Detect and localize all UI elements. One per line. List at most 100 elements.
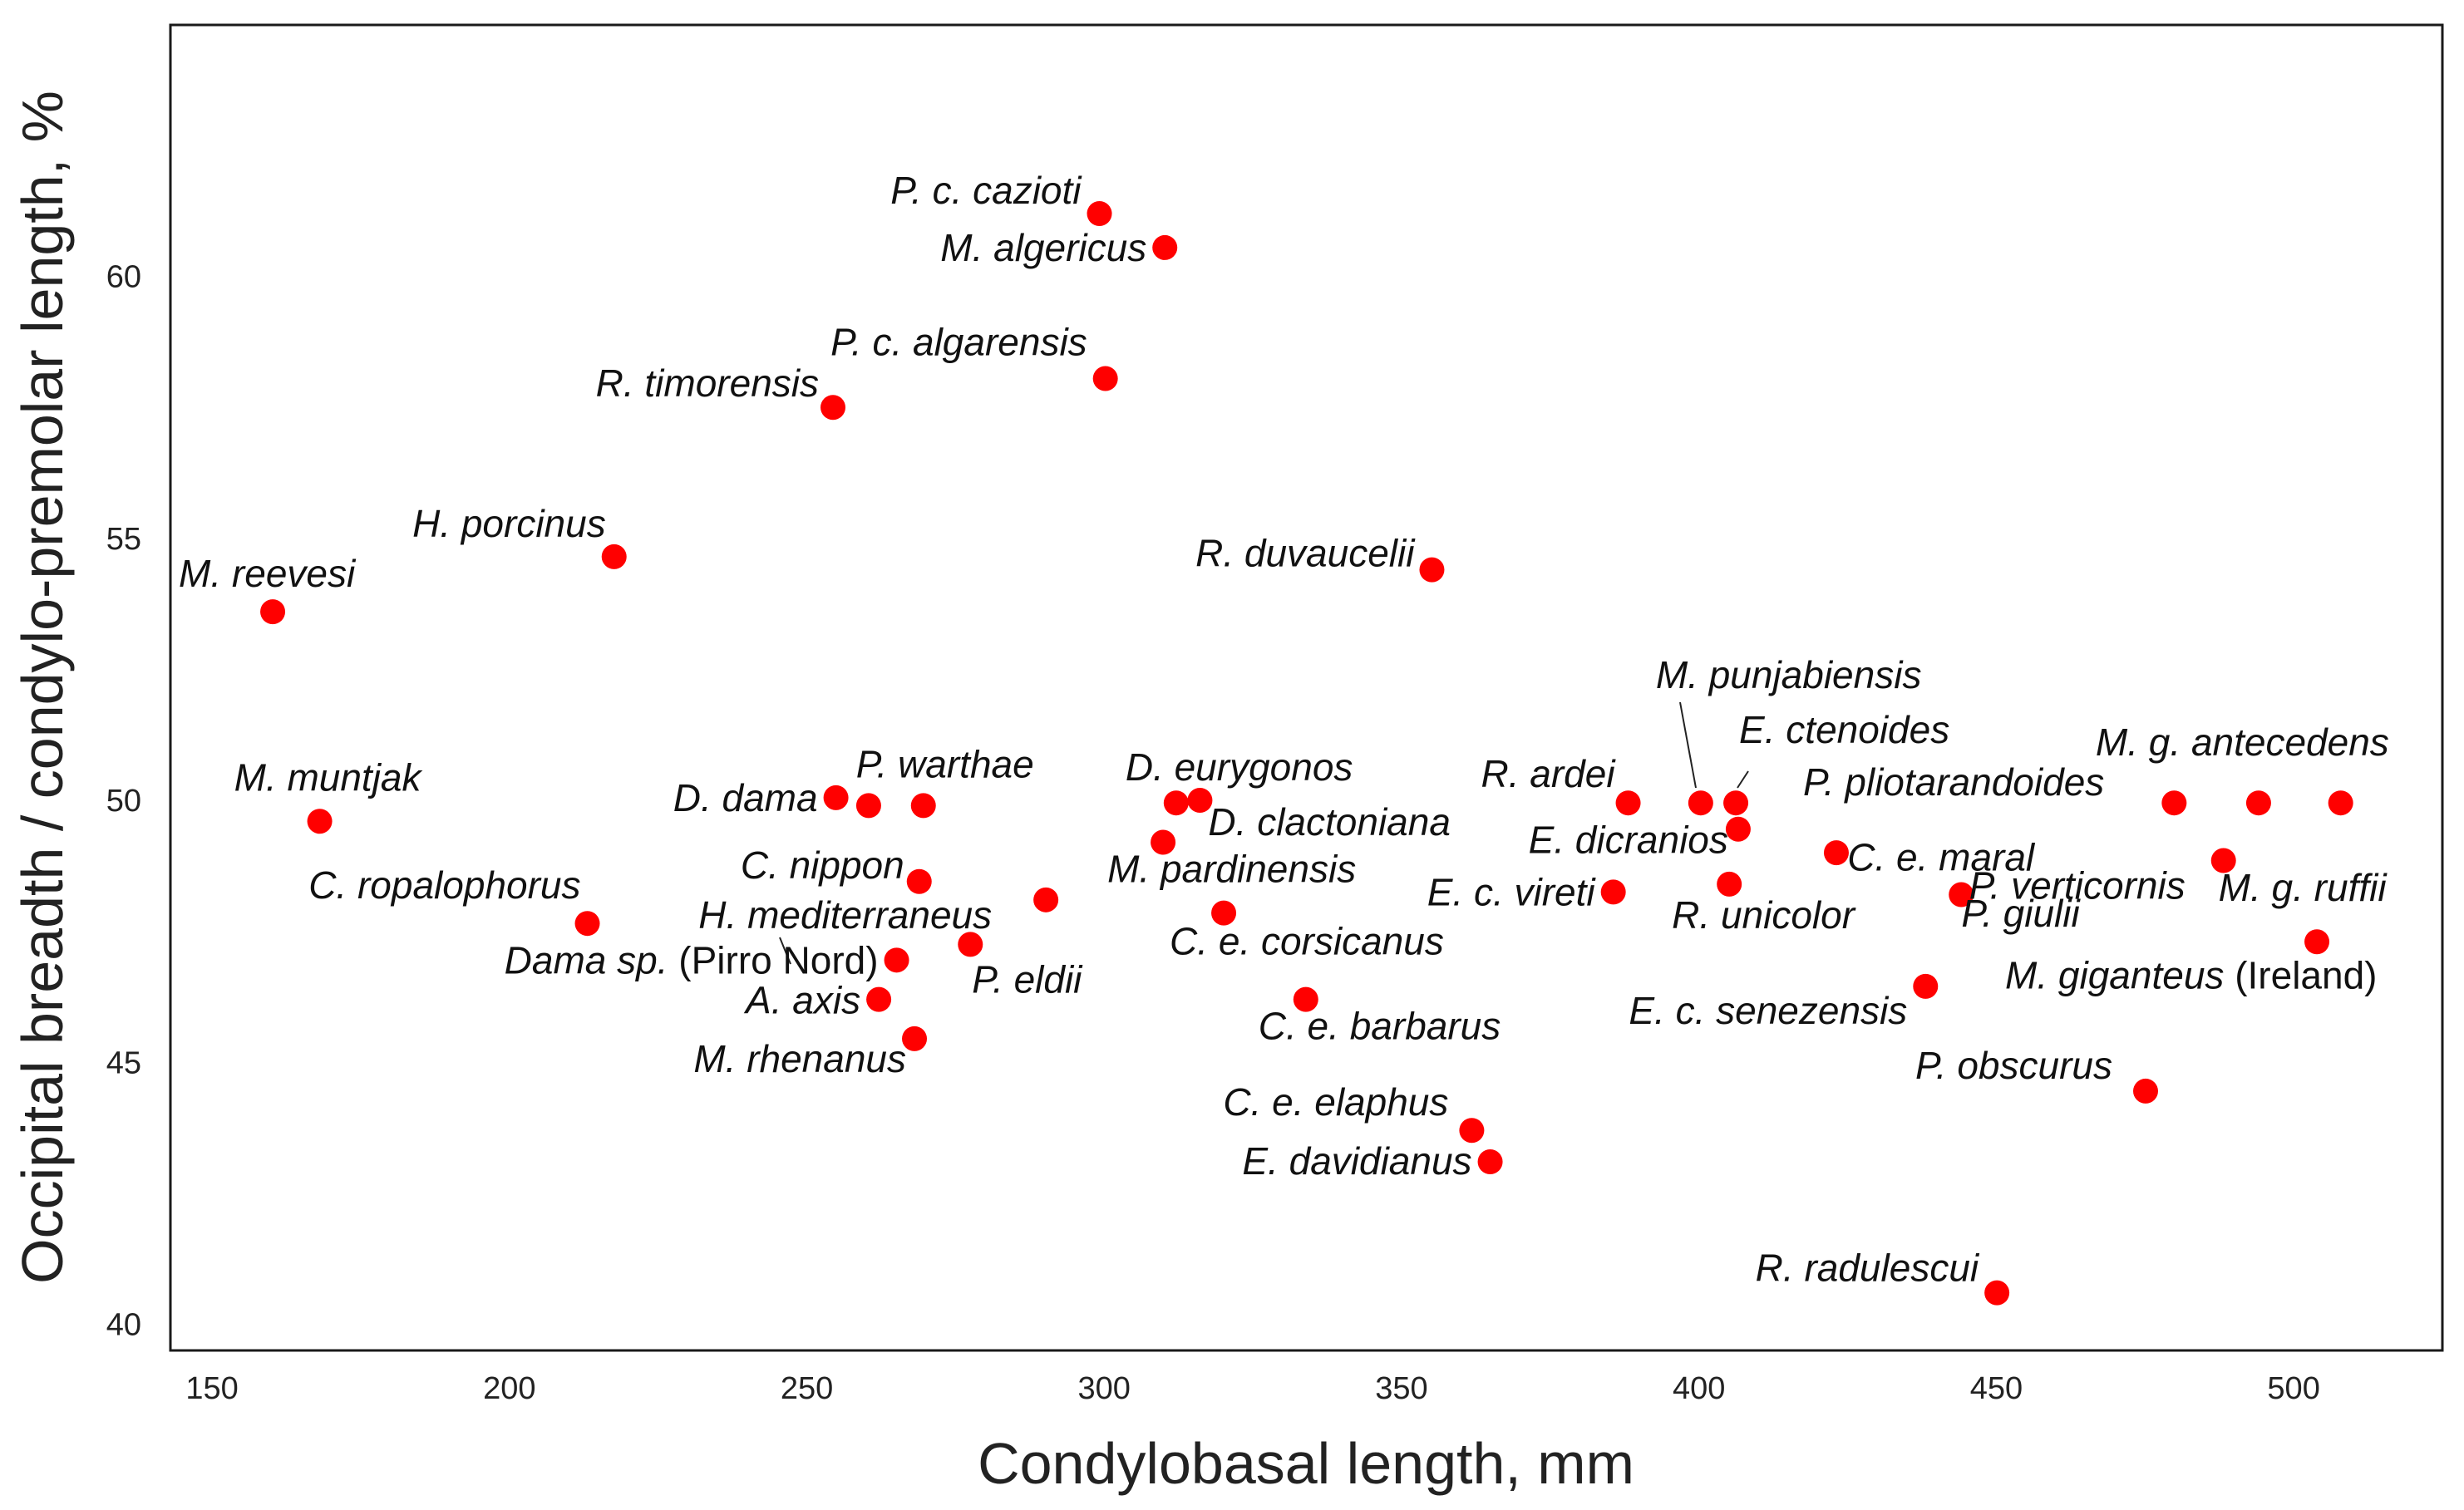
data-point [958, 932, 983, 957]
point-label: M. pardinensis [1107, 847, 1356, 890]
point-label: M. reevesi [179, 552, 357, 595]
x-axis-title: Condylobasal length, mm [978, 1431, 1634, 1496]
plot-frame [169, 23, 2444, 1352]
point-label: C. e. barbarus [1259, 1005, 1501, 1048]
data-point [1949, 882, 1974, 907]
point-label: E. ctenoides [1739, 708, 1949, 751]
point-label: P. c. algarensis [830, 321, 1087, 364]
x-tick-label: 300 [1078, 1371, 1131, 1406]
data-point [307, 809, 333, 834]
data-point [906, 868, 932, 894]
data-point [884, 947, 909, 973]
point-label: P. obscurus [1915, 1044, 2112, 1087]
point-label: D. eurygonos [1126, 745, 1353, 789]
point-label: C. e. maral [1847, 836, 2036, 879]
data-point [574, 911, 600, 937]
x-tick-label: 400 [1673, 1371, 1725, 1406]
point-label: E. dicranios [1529, 819, 1728, 862]
data-point [1723, 790, 1749, 816]
point-label: M. rhenanus [693, 1037, 906, 1080]
point-label: M. g. ruffii [2219, 866, 2388, 909]
point-label: P. eldii [972, 957, 1083, 1001]
data-point [2304, 929, 2330, 955]
y-tick-label: 50 [106, 784, 141, 819]
data-point [902, 1026, 928, 1051]
point-label: E. c. vireti [1427, 870, 1597, 913]
x-tick-label: 250 [781, 1371, 833, 1406]
data-point [1615, 790, 1641, 816]
y-axis-ticks: 40 45 50 55 60 [106, 260, 141, 1343]
data-point [1211, 900, 1237, 926]
point-label: R. radulescui [1756, 1247, 1980, 1290]
data-point [1717, 871, 1742, 897]
point-label: R. timorensis [596, 362, 819, 405]
data-point [1033, 887, 1059, 912]
point-label: E. c. senezensis [1629, 989, 1907, 1032]
point-label: R. duvaucelii [1195, 532, 1416, 575]
data-point [1459, 1118, 1485, 1144]
y-axis-title: Occipital breadth / condylo-premolar len… [10, 91, 75, 1284]
point-label: P. c. cazioti [890, 169, 1082, 212]
x-tick-label: 200 [483, 1371, 535, 1406]
data-point [1600, 879, 1626, 905]
data-point [1087, 200, 1112, 226]
point-label: D. dama [673, 776, 818, 819]
data-point [1688, 790, 1713, 816]
point-label: H. porcinus [412, 502, 606, 545]
point-label: D. clactoniana [1208, 800, 1451, 844]
leader-line [779, 937, 791, 965]
data-point [1152, 234, 1178, 260]
point-label: M. algericus [940, 226, 1146, 269]
data-point [2132, 1078, 2158, 1104]
data-point [1984, 1280, 2010, 1306]
point-label: C. ropalophorus [308, 863, 580, 907]
data-point [2328, 790, 2353, 816]
x-axis-ticks: 150 200 250 300 350 400 450 500 [185, 1371, 2319, 1406]
x-tick-label: 500 [2267, 1371, 2319, 1406]
data-point [866, 986, 892, 1012]
data-point [601, 544, 627, 569]
data-point [1477, 1149, 1503, 1175]
point-label: P. pliotarandoides [1803, 760, 2104, 804]
data-points [260, 200, 2353, 1306]
y-tick-label: 60 [106, 260, 141, 295]
point-label: M. muntjak [234, 755, 423, 799]
data-point [1151, 829, 1176, 855]
data-point [2245, 790, 2271, 816]
x-tick-label: 150 [185, 1371, 238, 1406]
point-labels: M. reevesi M. muntjak C. ropalophorus H. po… [179, 169, 2389, 1290]
data-point [1187, 788, 1213, 814]
point-label: P. verticornis [1969, 864, 2186, 907]
leader-line [1679, 701, 1697, 789]
point-label: C. nippon [741, 844, 904, 887]
point-label: M. g. antecedens [2096, 721, 2389, 764]
data-point [823, 785, 849, 810]
y-tick-label: 40 [106, 1307, 141, 1342]
data-point [260, 599, 286, 625]
y-tick-label: 45 [106, 1045, 141, 1080]
point-label: P. giulii [1961, 892, 2081, 935]
data-point [855, 793, 881, 819]
data-point [910, 793, 936, 819]
data-point [1913, 973, 1939, 999]
point-label: A. axis [743, 979, 860, 1022]
data-point [1823, 840, 1849, 866]
point-label: R. unicolor [1672, 893, 1856, 937]
data-point [2161, 790, 2187, 816]
data-point [821, 395, 846, 421]
data-point [1419, 557, 1445, 583]
x-tick-label: 350 [1375, 1371, 1427, 1406]
point-label: C. e. corsicanus [1170, 920, 1444, 963]
leader-line [1737, 770, 1749, 789]
point-label: Dama sp. (Pirro Nord) [505, 938, 879, 981]
point-label: E. davidianus [1242, 1139, 1471, 1183]
data-point [2210, 848, 2236, 873]
point-label: H. mediterraneus [698, 893, 992, 937]
point-label: M. punjabiensis [1656, 653, 1922, 696]
point-label: P. warthae [856, 742, 1034, 785]
data-point [1293, 986, 1318, 1012]
data-point [1725, 816, 1751, 842]
y-tick-label: 55 [106, 522, 141, 557]
point-label: M. giganteus (Ireland) [2005, 953, 2377, 996]
